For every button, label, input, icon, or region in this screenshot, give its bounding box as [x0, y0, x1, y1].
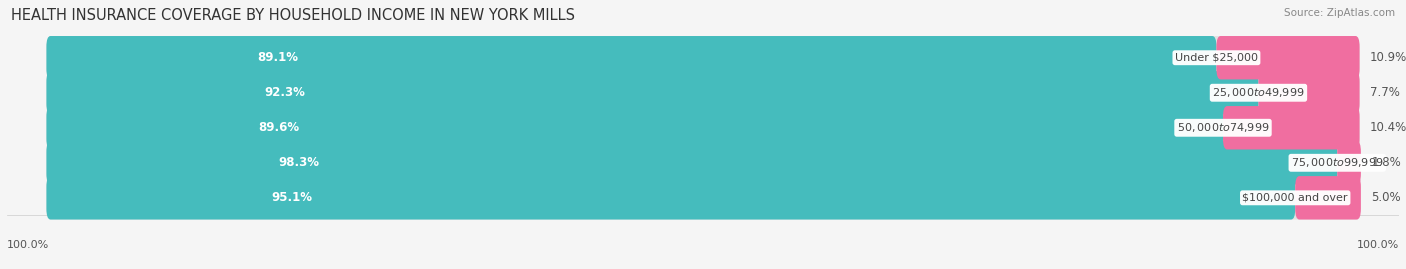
Text: Source: ZipAtlas.com: Source: ZipAtlas.com: [1284, 8, 1395, 18]
Text: 1.8%: 1.8%: [1371, 156, 1402, 169]
FancyBboxPatch shape: [46, 176, 1360, 220]
Text: 92.3%: 92.3%: [264, 86, 305, 99]
FancyBboxPatch shape: [46, 106, 1360, 150]
Text: 5.0%: 5.0%: [1371, 191, 1400, 204]
FancyBboxPatch shape: [46, 36, 1360, 79]
Text: HEALTH INSURANCE COVERAGE BY HOUSEHOLD INCOME IN NEW YORK MILLS: HEALTH INSURANCE COVERAGE BY HOUSEHOLD I…: [11, 8, 575, 23]
FancyBboxPatch shape: [46, 106, 1223, 150]
FancyBboxPatch shape: [46, 71, 1360, 115]
FancyBboxPatch shape: [46, 36, 1216, 79]
Text: 7.7%: 7.7%: [1369, 86, 1400, 99]
FancyBboxPatch shape: [1337, 141, 1361, 185]
Text: $50,000 to $74,999: $50,000 to $74,999: [1177, 121, 1270, 134]
FancyBboxPatch shape: [46, 71, 1258, 115]
FancyBboxPatch shape: [1258, 71, 1360, 115]
Text: 10.9%: 10.9%: [1369, 51, 1406, 64]
Text: 10.4%: 10.4%: [1369, 121, 1406, 134]
FancyBboxPatch shape: [1295, 176, 1361, 220]
FancyBboxPatch shape: [1216, 36, 1360, 79]
Text: 95.1%: 95.1%: [271, 191, 312, 204]
Text: $75,000 to $99,999: $75,000 to $99,999: [1291, 156, 1384, 169]
FancyBboxPatch shape: [1223, 106, 1360, 150]
Text: 89.1%: 89.1%: [257, 51, 298, 64]
Text: 100.0%: 100.0%: [1357, 240, 1399, 250]
Text: 100.0%: 100.0%: [7, 240, 49, 250]
Text: $25,000 to $49,999: $25,000 to $49,999: [1212, 86, 1305, 99]
Text: Under $25,000: Under $25,000: [1175, 53, 1258, 63]
FancyBboxPatch shape: [46, 141, 1360, 185]
FancyBboxPatch shape: [46, 176, 1295, 220]
Text: $100,000 and over: $100,000 and over: [1243, 193, 1348, 203]
FancyBboxPatch shape: [46, 141, 1337, 185]
Text: 89.6%: 89.6%: [259, 121, 299, 134]
Text: 98.3%: 98.3%: [278, 156, 319, 169]
